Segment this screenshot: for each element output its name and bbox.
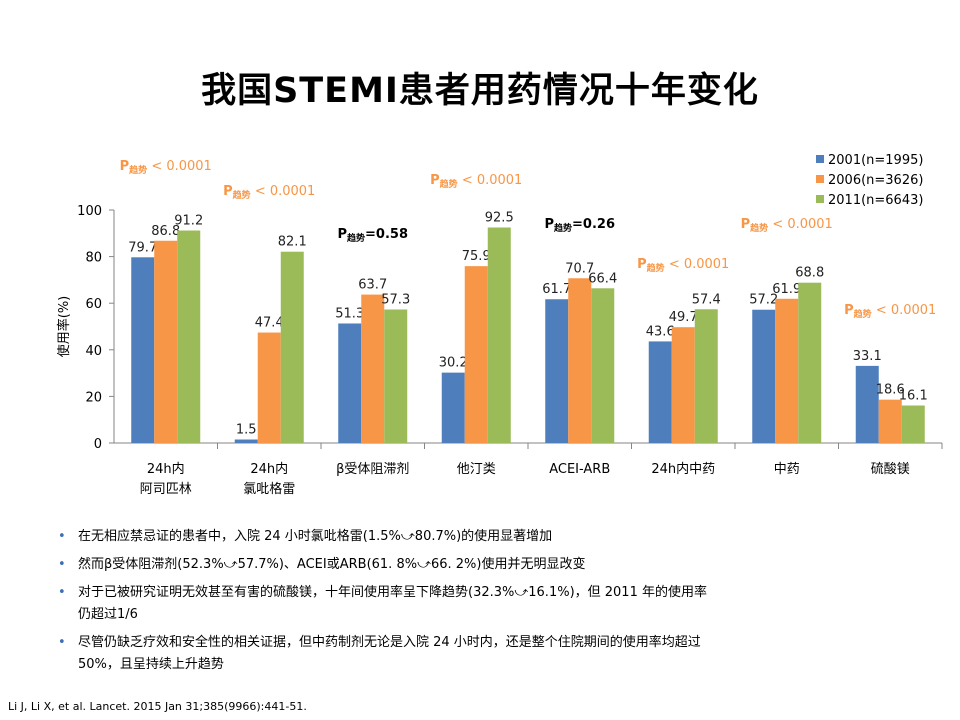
y-tick-label: 0: [94, 437, 102, 452]
bullet-text: 尽管仍缺乏疗效和安全性的相关证据，但中药制剂无论是入院 24 小时内，还是整个住…: [78, 635, 701, 672]
legend-label: 2006(n=3626): [828, 173, 923, 188]
bar-1: [855, 365, 879, 443]
bar-3: [384, 309, 408, 443]
data-label: 63.7: [358, 278, 387, 293]
bar-2: [671, 327, 695, 443]
bullet-item: • 尽管仍缺乏疗效和安全性的相关证据，但中药制剂无论是入院 24 小时内，还是整个…: [58, 632, 718, 676]
y-axis-title: 使用率(%): [56, 296, 72, 358]
data-label: 61.7: [542, 282, 571, 297]
y-tick-label: 40: [85, 344, 102, 359]
bullet-item: • 然而β受体阻滞剂(52.3%⤻57.7%)、ACEI或ARB(61. 8%⤻6…: [58, 554, 718, 576]
data-label: 43.6: [646, 324, 675, 339]
data-label: 61.9: [772, 282, 801, 297]
legend-label: 2011(n=6643): [828, 193, 923, 208]
data-label: 49.7: [669, 310, 698, 325]
x-tick-label: 24h内: [250, 461, 288, 477]
x-tick-label: 阿司匹林: [140, 482, 192, 497]
data-label: 47.4: [255, 316, 284, 331]
bar-1: [752, 309, 776, 443]
data-label: 79.7: [128, 240, 157, 255]
bar-1: [131, 257, 155, 443]
y-tick-label: 60: [85, 297, 102, 312]
y-tick-label: 20: [85, 390, 102, 405]
bar-2: [361, 294, 385, 443]
bar-2: [154, 240, 178, 443]
data-label: 51.3: [335, 306, 364, 321]
data-label: 91.2: [174, 214, 203, 229]
citation: Li J, Li X, et al. Lancet. 2015 Jan 31;3…: [8, 700, 307, 713]
bullet-text: 对于已被研究证明无效甚至有害的硫酸镁，十年间使用率呈下降趋势(32.3%⤻16.…: [78, 585, 707, 622]
bar-1: [338, 323, 362, 443]
bar-1: [441, 372, 465, 443]
p-trend-annotation: P趋势 < 0.0001: [637, 257, 729, 274]
bullet-item: • 在无相应禁忌证的患者中，入院 24 小时氯吡格雷(1.5%⤻80.7%)的使用…: [58, 526, 718, 548]
x-tick-label: ACEI-ARB: [549, 462, 610, 477]
p-trend-annotation: P趋势 < 0.0001: [741, 217, 833, 234]
x-tick-label: 24h内: [147, 461, 185, 477]
data-label: 33.1: [853, 349, 882, 364]
bar-2: [878, 399, 902, 443]
data-label: 86.8: [151, 224, 180, 239]
bullet-list: • 在无相应禁忌证的患者中，入院 24 小时氯吡格雷(1.5%⤻80.7%)的使用…: [58, 526, 718, 682]
p-trend-annotation: P趋势 < 0.0001: [844, 303, 936, 320]
bar-1: [648, 341, 672, 443]
x-tick-label: 他汀类: [457, 462, 496, 477]
data-label: 82.1: [278, 235, 307, 250]
bullet-icon: •: [58, 635, 66, 650]
data-label: 92.5: [485, 210, 514, 225]
legend-swatch: [816, 175, 824, 183]
bar-2: [775, 298, 799, 443]
data-label: 18.6: [876, 383, 905, 398]
x-tick-label: 24h内中药: [651, 461, 715, 477]
bar-3: [798, 282, 822, 443]
bar-1: [545, 299, 569, 443]
x-tick-label: 中药: [774, 462, 800, 477]
bullet-icon: •: [58, 585, 66, 600]
bullet-text: 然而β受体阻滞剂(52.3%⤻57.7%)、ACEI或ARB(61. 8%⤻66…: [78, 557, 586, 572]
bar-2: [257, 332, 281, 443]
legend-swatch: [816, 195, 824, 203]
bar-3: [487, 227, 511, 443]
bar-2: [568, 278, 592, 443]
data-label: 66.4: [588, 271, 617, 286]
bullet-icon: •: [58, 529, 66, 544]
x-tick-label: 氯吡格雷: [243, 481, 295, 497]
x-tick-label: β受体阻滞剂: [336, 462, 409, 477]
data-label: 16.1: [899, 388, 928, 403]
data-label: 57.3: [381, 292, 410, 307]
data-label: 57.4: [692, 292, 721, 307]
bullet-text: 在无相应禁忌证的患者中，入院 24 小时氯吡格雷(1.5%⤻80.7%)的使用显…: [78, 529, 553, 544]
data-label: 30.2: [439, 356, 468, 371]
p-trend-annotation: P趋势 < 0.0001: [430, 173, 522, 190]
p-trend-annotation: P趋势 < 0.0001: [120, 159, 212, 176]
data-label: 75.9: [462, 249, 491, 264]
data-label: 1.5: [236, 423, 257, 438]
y-tick-label: 80: [85, 251, 102, 266]
bar-3: [591, 288, 615, 443]
bar-1: [234, 439, 258, 443]
x-tick-label: 硫酸镁: [871, 462, 910, 477]
p-trend-annotation: P趋势=0.26: [544, 217, 615, 234]
legend-label: 2001(n=1995): [828, 153, 923, 168]
page-title: 我国STEMI患者用药情况十年变化: [201, 71, 759, 111]
bullet-icon: •: [58, 557, 66, 572]
bar-3: [177, 230, 201, 443]
bar-3: [694, 309, 718, 443]
data-label: 70.7: [565, 261, 594, 276]
legend-swatch: [816, 155, 824, 163]
data-label: 68.8: [795, 266, 824, 281]
bullet-item: • 对于已被研究证明无效甚至有害的硫酸镁，十年间使用率呈下降趋势(32.3%⤻16…: [58, 582, 718, 626]
data-label: 57.2: [749, 293, 778, 308]
p-trend-annotation: P趋势 < 0.0001: [223, 184, 315, 201]
bar-3: [901, 405, 925, 443]
p-trend-annotation: P趋势=0.58: [337, 227, 408, 244]
bar-2: [464, 266, 488, 443]
y-tick-label: 100: [77, 204, 102, 219]
bar-3: [280, 251, 304, 443]
